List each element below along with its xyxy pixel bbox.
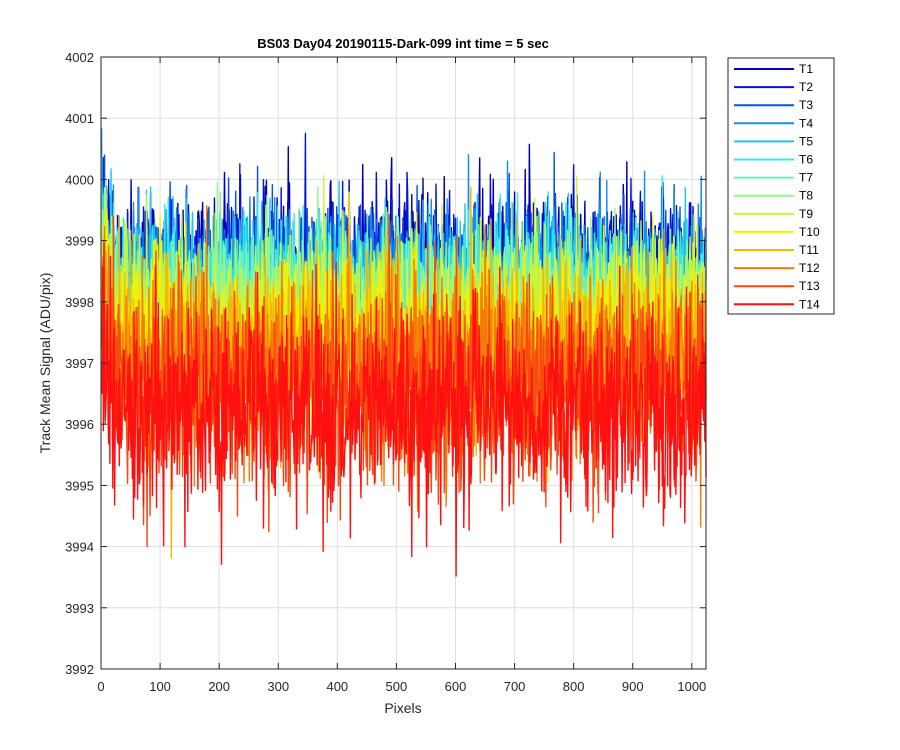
y-tick-label: 3996 [65,417,94,432]
x-tick-label: 300 [267,679,289,694]
y-tick-label: 3994 [65,540,94,555]
y-axis-label: Track Mean Signal (ADU/pix) [37,273,53,454]
x-tick-label: 900 [622,679,644,694]
x-tick-label: 100 [149,679,171,694]
legend-label: T12 [799,261,820,275]
legend-label: T8 [799,189,813,203]
y-tick-label: 3997 [65,356,94,371]
y-tick-label: 4001 [65,111,94,126]
legend-label: T6 [799,153,813,167]
legend-label: T14 [799,297,820,311]
legend-label: T4 [799,116,813,130]
x-tick-label: 800 [563,679,585,694]
series-line-t14 [100,241,707,577]
series-layer [100,128,707,577]
chart-title: BS03 Day04 20190115-Dark-099 int time = … [257,36,549,51]
x-tick-label: 0 [97,679,104,694]
y-tick-label: 3995 [65,478,94,493]
legend-label: T1 [799,62,813,76]
legend-label: T7 [799,171,813,185]
x-tick-label: 400 [326,679,348,694]
x-tick-label: 700 [504,679,526,694]
y-tick-label: 3992 [65,662,94,677]
legend: T1 T2 T3 T4 T5 T6 T7 T8 T9 T10 T11 T12 T13 T14 [727,57,835,315]
axis-ticks: 0 100 200 300 400 500 600 700 800 900 1000 3992 3993… [65,50,706,694]
x-tick-label: 200 [208,679,230,694]
y-tick-label: 4000 [65,172,94,187]
y-tick-label: 4002 [65,50,94,65]
legend-label: T9 [799,207,813,221]
x-tick-label: 600 [445,679,467,694]
legend-label: T13 [799,279,820,293]
legend-label: T11 [799,243,819,257]
legend-label: T3 [799,98,813,112]
x-tick-label: 1000 [677,679,706,694]
y-tick-label: 3998 [65,295,94,310]
x-axis-label: Pixels [384,700,421,716]
legend-label: T2 [799,80,813,94]
legend-label: T5 [799,134,813,148]
y-tick-label: 3999 [65,234,94,249]
x-tick-label: 500 [386,679,408,694]
y-tick-label: 3993 [65,601,94,616]
legend-box [727,57,835,315]
legend-label: T10 [799,225,820,239]
